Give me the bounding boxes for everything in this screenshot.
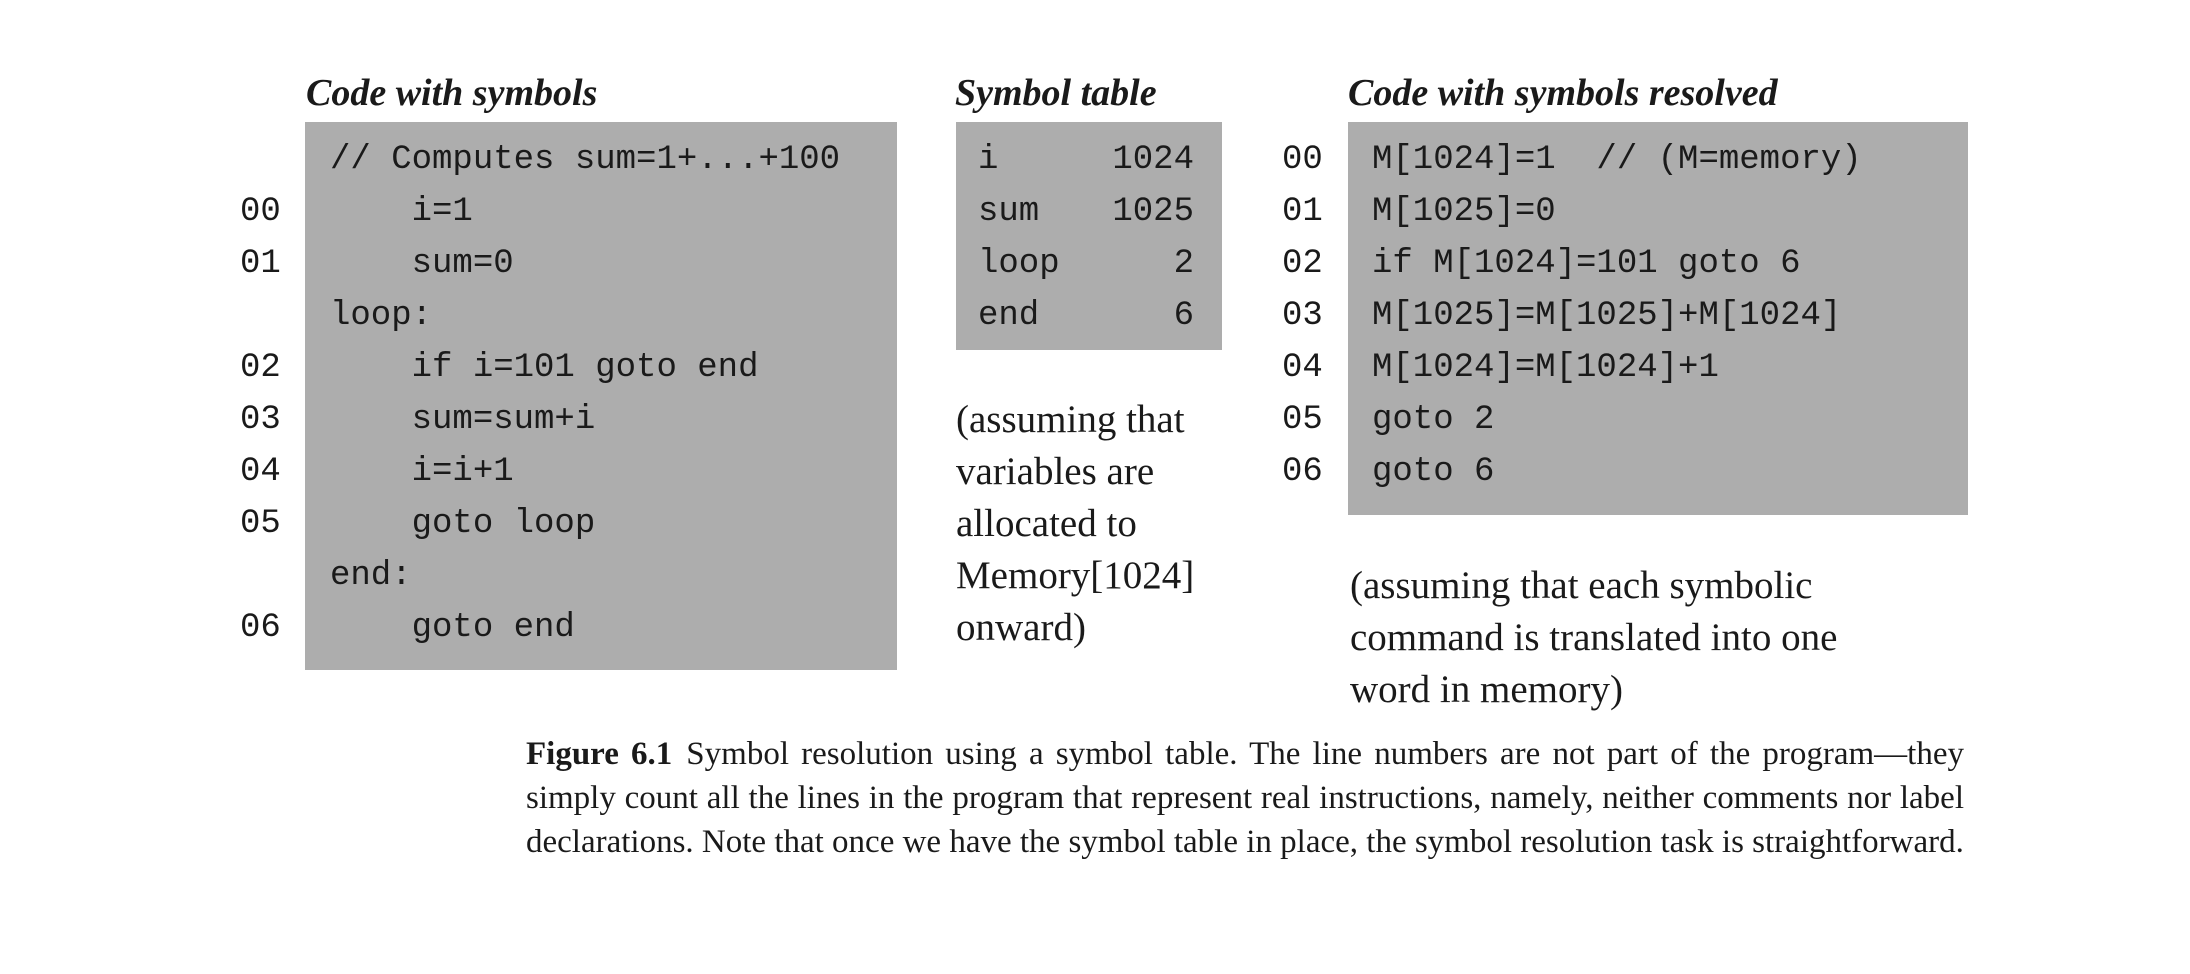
code-line: sum=0 xyxy=(330,245,514,283)
note-line: Memory[1024] xyxy=(956,554,1195,597)
line-number: 05 xyxy=(240,505,281,543)
code-line: goto 6 xyxy=(1372,453,1495,491)
code-line: i=i+1 xyxy=(330,453,514,491)
symbol-address: 6 xyxy=(1173,297,1194,335)
line-number: 02 xyxy=(240,349,281,387)
code-line: M[1025]=M[1025]+M[1024] xyxy=(1372,297,1842,335)
symbol-table-note: (assuming that variables are allocated to M… xyxy=(956,394,1194,654)
note-line: (assuming that each symbolic xyxy=(1350,564,1813,607)
code-line: // Computes sum=1+...+100 xyxy=(330,141,841,179)
code-line: end: xyxy=(330,557,412,595)
code-line: M[1024]=1 // (M=memory) xyxy=(1372,141,1862,179)
note-line: allocated to xyxy=(956,502,1137,545)
note-line: onward) xyxy=(956,606,1086,649)
code-line: loop: xyxy=(330,297,433,335)
code-line: goto end xyxy=(330,609,575,647)
figure-caption-text: Symbol resolution using a symbol table. … xyxy=(526,736,1964,860)
symbol-name: sum xyxy=(978,193,1040,231)
code-resolved-note: (assuming that each symbolic command is t… xyxy=(1350,560,1837,716)
line-number: 02 xyxy=(1282,245,1323,283)
symbol-table-row: sum 1025 xyxy=(956,186,1222,238)
note-line: (assuming that xyxy=(956,398,1185,441)
line-number: 00 xyxy=(240,193,281,231)
code-with-symbols-box: // Computes sum=1+...+100 i=1 sum=0 loop:… xyxy=(305,122,897,670)
symbol-address: 2 xyxy=(1173,245,1194,283)
symbol-address: 1024 xyxy=(1112,141,1194,179)
symbol-name: i xyxy=(978,141,999,179)
code-line: goto loop xyxy=(330,505,596,543)
line-number: 01 xyxy=(240,245,281,283)
line-number: 01 xyxy=(1282,193,1323,231)
code-line: M[1025]=0 xyxy=(1372,193,1556,231)
figure-caption: Figure 6.1 Symbol resolution using a symb… xyxy=(526,732,1964,864)
symbol-name: end xyxy=(978,297,1040,335)
code-resolved-box: M[1024]=1 // (M=memory) M[1025]=0 if M[102… xyxy=(1348,122,1968,515)
line-number: 06 xyxy=(1282,453,1323,491)
symbol-name: loop xyxy=(978,245,1060,283)
symbol-table-heading: Symbol table xyxy=(955,72,1157,114)
symbol-table-box: i 1024 sum 1025 loop 2 end 6 xyxy=(956,122,1222,350)
line-number: 05 xyxy=(1282,401,1323,439)
line-number: 00 xyxy=(1282,141,1323,179)
code-resolved-heading: Code with symbols resolved xyxy=(1348,72,1778,114)
line-number: 06 xyxy=(240,609,281,647)
code-line: M[1024]=M[1024]+1 xyxy=(1372,349,1719,387)
symbol-table-row: end 6 xyxy=(956,290,1222,342)
code-line: sum=sum+i xyxy=(330,401,596,439)
line-number: 04 xyxy=(1282,349,1323,387)
line-number: 03 xyxy=(240,401,281,439)
code-line: if M[1024]=101 goto 6 xyxy=(1372,245,1801,283)
code-line: if i=101 goto end xyxy=(330,349,759,387)
note-line: word in memory) xyxy=(1350,668,1623,711)
code-with-symbols-heading: Code with symbols xyxy=(306,72,598,114)
symbol-table-row: loop 2 xyxy=(956,238,1222,290)
note-line: variables are xyxy=(956,450,1155,493)
line-number: 04 xyxy=(240,453,281,491)
symbol-address: 1025 xyxy=(1112,193,1194,231)
figure-label: Figure 6.1 xyxy=(526,736,673,772)
note-line: command is translated into one xyxy=(1350,616,1838,659)
line-number: 03 xyxy=(1282,297,1323,335)
symbol-table-row: i 1024 xyxy=(956,134,1222,186)
code-line: goto 2 xyxy=(1372,401,1495,439)
code-line: i=1 xyxy=(330,193,473,231)
